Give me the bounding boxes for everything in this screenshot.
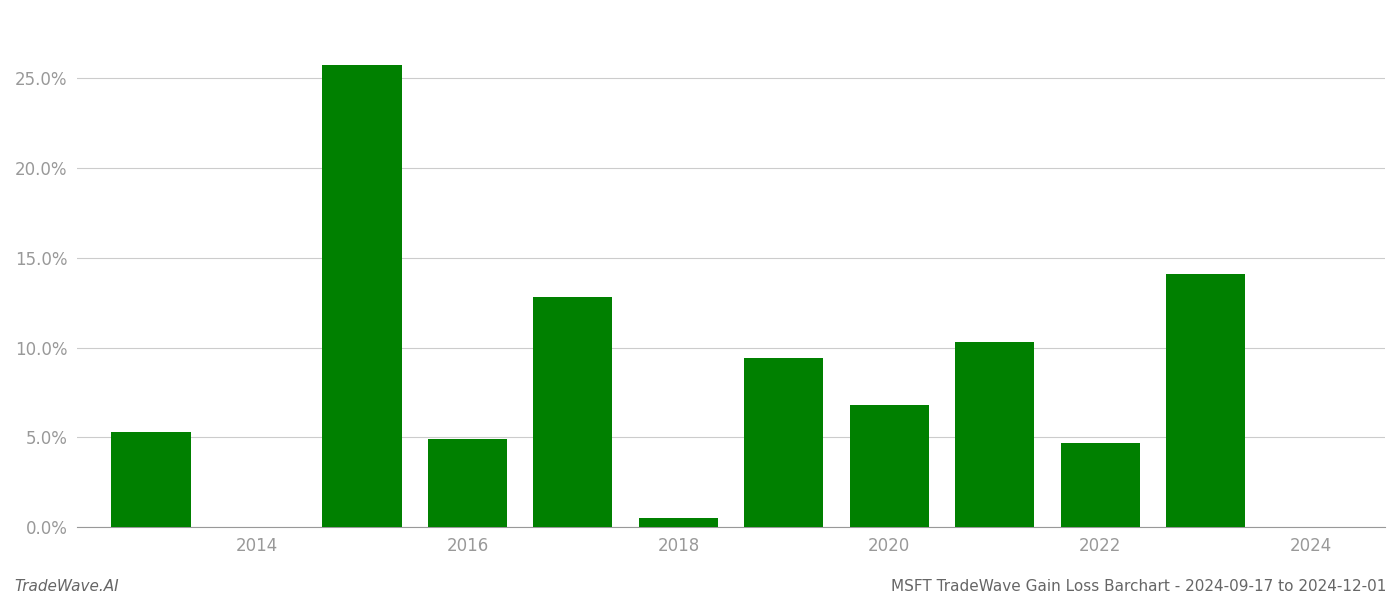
Text: TradeWave.AI: TradeWave.AI xyxy=(14,579,119,594)
Bar xyxy=(638,518,718,527)
Text: MSFT TradeWave Gain Loss Barchart - 2024-09-17 to 2024-12-01: MSFT TradeWave Gain Loss Barchart - 2024… xyxy=(890,579,1386,594)
Bar xyxy=(533,297,612,527)
Bar xyxy=(322,65,402,527)
Bar xyxy=(850,405,928,527)
Bar xyxy=(112,432,190,527)
Bar xyxy=(1166,274,1245,527)
Bar xyxy=(745,358,823,527)
Bar xyxy=(1061,443,1140,527)
Bar xyxy=(428,439,507,527)
Bar xyxy=(955,342,1035,527)
